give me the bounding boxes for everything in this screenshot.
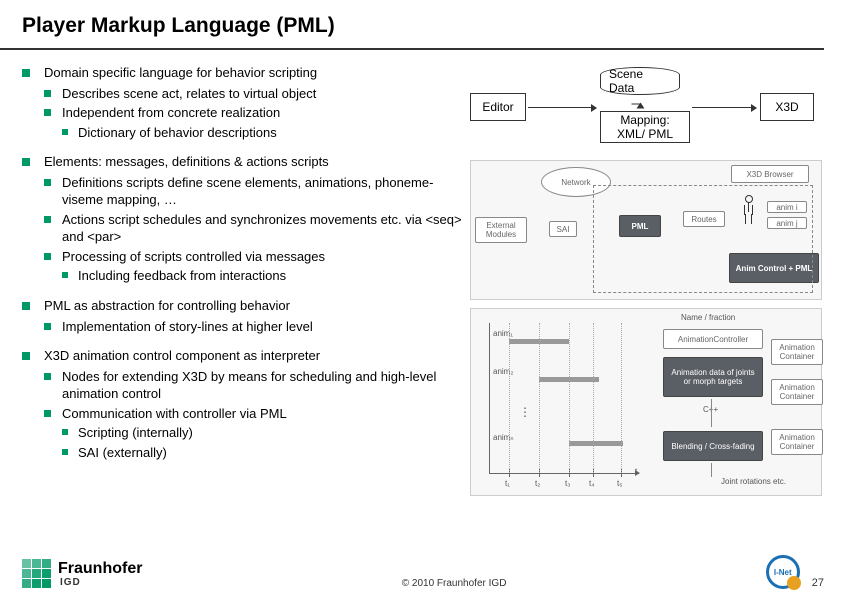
content-area: Domain specific language for behavior sc… [0, 50, 842, 496]
bullet-text: Scripting (internally) [78, 425, 193, 440]
bullet-item: Implementation of story-lines at higher … [44, 318, 462, 336]
bullet-text: PML as abstraction for controlling behav… [44, 298, 290, 313]
t3-label: t₃ [565, 479, 570, 488]
page-number: 27 [812, 577, 824, 589]
anim-container-box: Animation Container [771, 429, 823, 455]
org-dept: IGD [60, 577, 142, 588]
connector [711, 463, 712, 477]
diagram-middle: External Modules Network SAI PML X3D Bro… [470, 160, 822, 300]
diagram-bottom: t t₁ t₂ t₃ t₄ t₅ anim₁ anim₂ ⋮ animₙ [470, 308, 822, 496]
blending-box: Blending / Cross-fading [663, 431, 763, 461]
name-fraction-label: Name / fraction [681, 313, 735, 322]
t2-label: t₂ [535, 479, 540, 488]
anim-bar [569, 441, 623, 446]
bullet-text: SAI (externally) [78, 445, 167, 460]
bullet-item: Domain specific language for behavior sc… [22, 64, 462, 141]
external-modules-box: External Modules [475, 217, 527, 243]
bullet-text: X3D animation control component as inter… [44, 348, 320, 363]
guide [569, 323, 570, 473]
bullet-text: Including feedback from interactions [78, 268, 286, 283]
x3d-browser-box: X3D Browser [731, 165, 809, 183]
anim-container-box: Animation Container [771, 379, 823, 405]
guide [621, 323, 622, 473]
bullet-item: Elements: messages, definitions & action… [22, 153, 462, 285]
bullet-item: Definitions scripts define scene element… [44, 174, 462, 209]
bullet-text: Actions script schedules and synchronize… [62, 212, 462, 245]
bullet-text: Describes scene act, relates to virtual … [62, 86, 316, 101]
t5-label: t₅ [617, 479, 622, 488]
axis-y [489, 323, 490, 473]
browser-region [593, 185, 813, 293]
bullet-item: SAI (externally) [62, 444, 462, 462]
bullet-text: Nodes for extending X3D by means for sch… [62, 369, 436, 402]
bullet-item: Dictionary of behavior descriptions [62, 124, 462, 142]
slide-title: Player Markup Language (PML) [0, 0, 824, 50]
t1-label: t₁ [505, 479, 510, 488]
dots: ⋮ [519, 405, 531, 419]
joint-rot-label: Joint rotations etc. [721, 477, 786, 486]
bullet-text: Communication with controller via PML [62, 406, 287, 421]
bullet-text: Implementation of story-lines at higher … [62, 319, 313, 334]
footer: Fraunhofer IGD © 2010 Fraunhofer IGD I-N… [22, 555, 824, 589]
arrow [528, 107, 596, 108]
bullet-item: Describes scene act, relates to virtual … [44, 85, 462, 103]
t-label: t [635, 467, 637, 476]
bullet-item: X3D animation control component as inter… [22, 347, 462, 461]
guide [539, 323, 540, 473]
bullet-item: Including feedback from interactions [62, 267, 462, 285]
bullet-text: Processing of scripts controlled via mes… [62, 249, 325, 264]
anim1-label: anim₁ [493, 329, 513, 338]
bullet-text: Domain specific language for behavior sc… [44, 65, 317, 80]
anim2-label: anim₂ [493, 367, 513, 376]
bullet-column: Domain specific language for behavior sc… [22, 64, 462, 496]
bullet-item: Independent from concrete realization Di… [44, 104, 462, 141]
x3d-box: X3D [760, 93, 814, 121]
bullet-item: Actions script schedules and synchronize… [44, 211, 462, 246]
bullet-item: Nodes for extending X3D by means for sch… [44, 368, 462, 403]
bullet-text: Dictionary of behavior descriptions [78, 125, 277, 140]
diagram-top: Editor Scene Data Mapping: XML/ PML X3D [470, 64, 822, 150]
fraunhofer-mark-icon [22, 559, 52, 589]
arrow [632, 104, 642, 105]
inet-badge-icon: I-Net [766, 555, 800, 589]
bullet-text: Elements: messages, definitions & action… [44, 154, 329, 169]
t4-label: t₄ [589, 479, 595, 488]
copyright-text: © 2010 Fraunhofer IGD [402, 578, 507, 589]
bullet-item: Scripting (internally) [62, 424, 462, 442]
animn-label: animₙ [493, 433, 514, 442]
scene-data-cyl: Scene Data [600, 67, 680, 95]
anim-data-box: Animation data of joints or morph target… [663, 357, 763, 397]
bullet-item: Communication with controller via PML Sc… [44, 405, 462, 462]
sai-box: SAI [549, 221, 577, 237]
org-name: Fraunhofer [58, 561, 142, 577]
arrow [692, 107, 756, 108]
diagram-column: Editor Scene Data Mapping: XML/ PML X3D … [462, 64, 822, 496]
bullet-item: Processing of scripts controlled via mes… [44, 248, 462, 285]
anim-container-box: Animation Container [771, 339, 823, 365]
bullet-text: Definitions scripts define scene element… [62, 175, 433, 208]
fraunhofer-logo: Fraunhofer IGD [22, 559, 142, 589]
guide [509, 323, 510, 473]
bullet-item: PML as abstraction for controlling behav… [22, 297, 462, 335]
guide [593, 323, 594, 473]
axis-x [489, 473, 639, 474]
anim-controller-box: AnimationController [663, 329, 763, 349]
editor-box: Editor [470, 93, 526, 121]
mapping-box: Mapping: XML/ PML [600, 111, 690, 143]
bullet-text: Independent from concrete realization [62, 105, 280, 120]
connector [711, 399, 712, 427]
